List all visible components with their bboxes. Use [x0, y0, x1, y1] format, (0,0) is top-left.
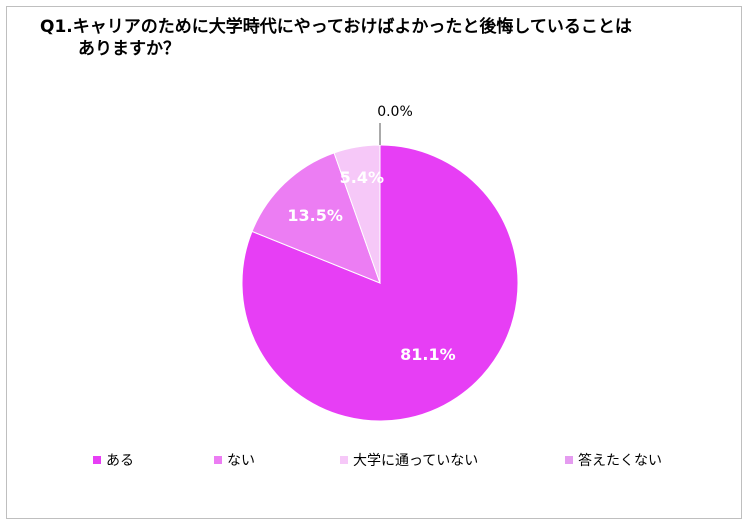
legend-swatch-nai	[214, 456, 222, 464]
legend-item-nai: ない	[214, 450, 255, 470]
legend-label-aru: ある	[106, 453, 134, 469]
chart-title-line2: ありますか？	[78, 39, 180, 59]
legend-item-no-answer: 答えたくない	[565, 450, 662, 470]
legend-swatch-no-answer	[565, 456, 573, 464]
legend-label-no-answer: 答えたくない	[578, 453, 662, 469]
legend-item-not-attending: 大学に通っていない	[340, 450, 478, 470]
legend-item-aru: ある	[93, 450, 134, 470]
pie-label-aru: 81.1%	[400, 345, 456, 364]
legend-swatch-not-attending	[340, 456, 348, 464]
pie-label-nai: 13.5%	[287, 206, 343, 225]
pie-labels: 81.1% 13.5% 5.4% 0.0%	[287, 104, 455, 364]
chart-title-line1: Q1.キャリアのために大学時代にやっておけばよかったと後悔していることは	[40, 17, 632, 37]
pie-slices	[241, 144, 519, 422]
pie-label-no-answer: 0.0%	[377, 104, 413, 120]
legend-label-not-attending: 大学に通っていない	[353, 453, 479, 469]
pie-label-not-attending: 5.4%	[340, 168, 384, 187]
legend-label-nai: ない	[227, 453, 255, 469]
legend: ある ない 大学に通っていない 答えたくない	[0, 450, 750, 470]
chart-title: Q1.キャリアのために大学時代にやっておけばよかったと後悔していることは ありま…	[40, 16, 720, 60]
pie-slice-nai	[251, 152, 381, 284]
legend-swatch-aru	[93, 456, 101, 464]
